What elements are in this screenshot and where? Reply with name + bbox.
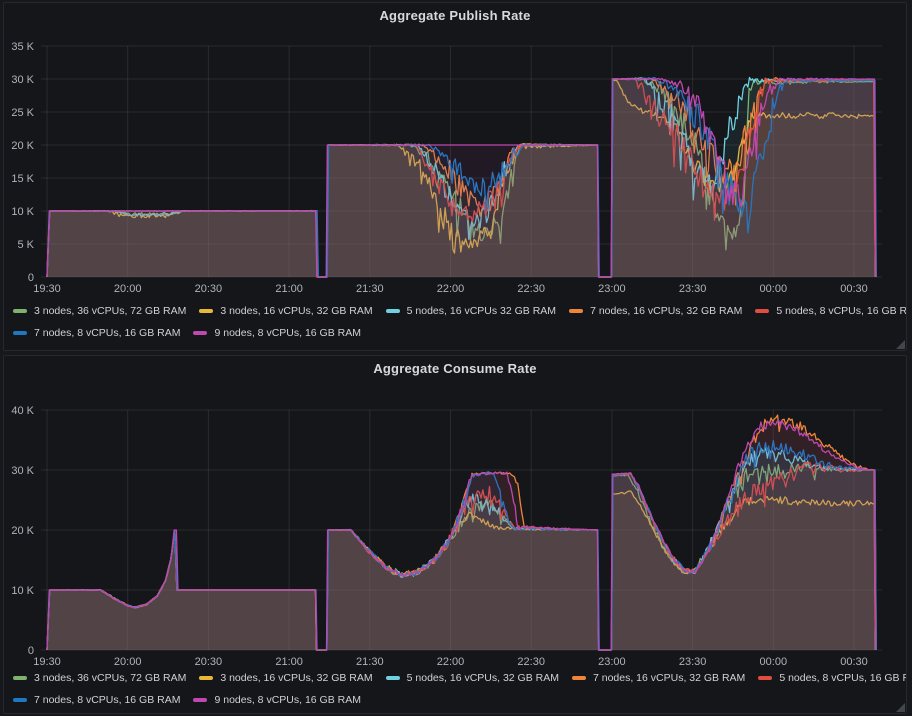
- legend-item[interactable]: 3 nodes, 36 vCPUs, 72 GB RAM: [13, 672, 186, 684]
- x-axis-tick: 00:30: [840, 656, 868, 668]
- x-axis-tick: 00:00: [760, 656, 788, 668]
- legend-series-label: 5 nodes, 16 vCPUs, 32 GB RAM: [406, 672, 559, 684]
- legend-series-swatch-icon: [193, 331, 208, 335]
- legend-series-label: 3 nodes, 16 vCPUs, 32 GB RAM: [220, 672, 373, 684]
- x-axis-tick: 22:30: [517, 283, 545, 295]
- legend-series-swatch-icon: [13, 676, 27, 680]
- legend-item[interactable]: 9 nodes, 8 vCPUs, 16 GB RAM: [193, 694, 361, 706]
- legend-series-label: 5 nodes, 16 vCPUs 32 GB RAM: [406, 305, 557, 317]
- y-axis-tick: 0: [28, 645, 34, 657]
- x-axis-tick: 23:30: [679, 656, 707, 668]
- x-axis-tick: 21:30: [356, 283, 384, 295]
- y-axis-tick: 30 K: [11, 74, 34, 86]
- legend: 3 nodes, 36 vCPUs, 72 GB RAM 3 nodes, 16 …: [13, 300, 907, 344]
- y-axis-tick: 0: [28, 272, 34, 284]
- consume-rate-chart[interactable]: 0 10 K 20 K 30 K 40 K 19:30 20:00 20:30 21:00 21:…: [4, 356, 906, 713]
- legend-series-swatch-icon: [193, 698, 208, 702]
- legend-series-label: 3 nodes, 16 vCPUs, 32 GB RAM: [220, 305, 373, 317]
- legend-item[interactable]: 3 nodes, 16 vCPUs, 32 GB RAM: [199, 305, 373, 317]
- legend-series-swatch-icon: [571, 676, 586, 680]
- legend-series-label: 7 nodes, 8 vCPUs, 16 GB RAM: [34, 694, 181, 706]
- x-axis-tick: 20:30: [195, 656, 223, 668]
- legend-series-label: 5 nodes, 8 vCPUs, 16 GB RAM: [776, 305, 907, 317]
- x-axis-tick: 20:30: [195, 283, 223, 295]
- x-axis-tick: 19:30: [33, 283, 61, 295]
- series-7: [46, 77, 877, 278]
- axes: 0 5 K 10 K 15 K 20 K 25 K 30 K 35 K 19:30 20:00 20…: [11, 41, 867, 295]
- y-axis-tick: 30 K: [11, 465, 34, 477]
- series-layer: [46, 414, 877, 651]
- x-axis-tick: 22:00: [437, 656, 465, 668]
- legend-item[interactable]: 5 nodes, 8 vCPUs, 16 GB RAM: [758, 672, 906, 684]
- x-axis-tick: 21:00: [275, 283, 303, 295]
- x-axis-tick: 00:00: [760, 283, 788, 295]
- legend-item[interactable]: 3 nodes, 16 vCPUs, 32 GB RAM: [199, 672, 373, 684]
- y-axis-tick: 25 K: [11, 107, 34, 119]
- y-axis-tick: 5 K: [17, 239, 34, 251]
- x-axis-tick: 19:30: [33, 656, 61, 668]
- panel-resize-handle[interactable]: [896, 703, 905, 712]
- legend-item[interactable]: 7 nodes, 8 vCPUs, 16 GB RAM: [13, 327, 180, 339]
- legend-series-label: 7 nodes, 16 vCPUs, 32 GB RAM: [592, 672, 746, 684]
- x-axis-tick: 20:00: [114, 656, 142, 668]
- panel-title[interactable]: Aggregate Consume Rate: [373, 361, 537, 376]
- y-axis-tick: 40 K: [11, 405, 34, 417]
- legend-series-label: 3 nodes, 36 vCPUs, 72 GB RAM: [34, 672, 187, 684]
- legend-row: 7 nodes, 8 vCPUs, 16 GB RAM 9 nodes, 8 vC…: [13, 689, 904, 711]
- y-axis-tick: 35 K: [11, 41, 34, 53]
- legend-series-label: 9 nodes, 8 vCPUs, 16 GB RAM: [214, 694, 361, 706]
- y-axis-tick: 20 K: [11, 525, 34, 537]
- legend-series-label: 7 nodes, 16 vCPUs, 32 GB RAM: [590, 305, 743, 317]
- legend-series-label: 5 nodes, 8 vCPUs, 16 GB RAM: [779, 672, 906, 684]
- legend-series-label: 7 nodes, 8 vCPUs, 16 GB RAM: [34, 327, 181, 339]
- legend-item[interactable]: 7 nodes, 8 vCPUs, 16 GB RAM: [13, 694, 180, 706]
- legend-row: 3 nodes, 36 vCPUs, 72 GB RAM 3 nodes, 16 …: [13, 300, 907, 322]
- legend-item[interactable]: 9 nodes, 8 vCPUs, 16 GB RAM: [193, 327, 361, 339]
- x-axis-tick: 23:00: [598, 656, 626, 668]
- legend-series-swatch-icon: [385, 309, 400, 313]
- legend-row: 7 nodes, 8 vCPUs, 16 GB RAM 9 nodes, 8 vC…: [13, 322, 904, 344]
- axes: 0 10 K 20 K 30 K 40 K 19:30 20:00 20:30 21:00 21:…: [11, 405, 867, 668]
- y-axis-tick: 15 K: [11, 173, 34, 185]
- legend-row: 3 nodes, 36 vCPUs, 72 GB RAM 3 nodes, 16 …: [13, 667, 906, 689]
- legend-item[interactable]: 7 nodes, 16 vCPUs, 32 GB RAM: [569, 305, 742, 317]
- x-axis-tick: 23:30: [679, 283, 707, 295]
- legend-series-swatch-icon: [13, 331, 27, 335]
- y-axis-tick: 10 K: [11, 585, 34, 597]
- y-axis-tick: 20 K: [11, 140, 34, 152]
- x-axis-tick: 21:30: [356, 656, 384, 668]
- x-axis-tick: 23:00: [598, 283, 626, 295]
- legend-item[interactable]: 3 nodes, 36 vCPUs, 72 GB RAM: [13, 305, 186, 317]
- legend-series-swatch-icon: [758, 676, 773, 680]
- panel-resize-handle[interactable]: [896, 340, 905, 349]
- legend-item[interactable]: 5 nodes, 16 vCPUs, 32 GB RAM: [385, 672, 559, 684]
- panel-title[interactable]: Aggregate Publish Rate: [379, 8, 531, 23]
- panel-publish-rate: Aggregate Publish Rate 0 5 K 10 K 15 K 20 K 2…: [3, 2, 907, 351]
- legend-item[interactable]: 5 nodes, 16 vCPUs 32 GB RAM: [385, 305, 557, 317]
- x-axis-tick: 00:30: [840, 283, 868, 295]
- legend-series-swatch-icon: [13, 698, 27, 702]
- legend-series-swatch-icon: [199, 309, 214, 313]
- x-axis-tick: 21:00: [275, 656, 303, 668]
- legend-series-swatch-icon: [13, 309, 27, 313]
- legend-item[interactable]: 7 nodes, 16 vCPUs, 32 GB RAM: [571, 672, 746, 684]
- legend-series-swatch-icon: [199, 676, 214, 680]
- legend-item[interactable]: 5 nodes, 8 vCPUs, 16 GB RAM: [755, 305, 907, 317]
- x-axis-tick: 22:30: [517, 656, 545, 668]
- legend-series-swatch-icon: [569, 309, 584, 313]
- legend: 3 nodes, 36 vCPUs, 72 GB RAM 3 nodes, 16 …: [13, 667, 906, 711]
- series-layer: [46, 76, 877, 278]
- legend-series-label: 3 nodes, 36 vCPUs, 72 GB RAM: [34, 305, 187, 317]
- panel-consume-rate: Aggregate Consume Rate 0 10 K 20 K 30 K 40 K…: [3, 355, 907, 714]
- y-axis-tick: 10 K: [11, 206, 34, 218]
- x-axis-tick: 20:00: [114, 283, 142, 295]
- publish-rate-chart[interactable]: 0 5 K 10 K 15 K 20 K 25 K 30 K 35 K 19:30 20:00 20…: [4, 3, 906, 350]
- legend-series-swatch-icon: [385, 676, 400, 680]
- series-7: [46, 419, 877, 651]
- legend-series-label: 9 nodes, 8 vCPUs, 16 GB RAM: [214, 327, 361, 339]
- legend-series-swatch-icon: [755, 309, 770, 313]
- x-axis-tick: 22:00: [437, 283, 465, 295]
